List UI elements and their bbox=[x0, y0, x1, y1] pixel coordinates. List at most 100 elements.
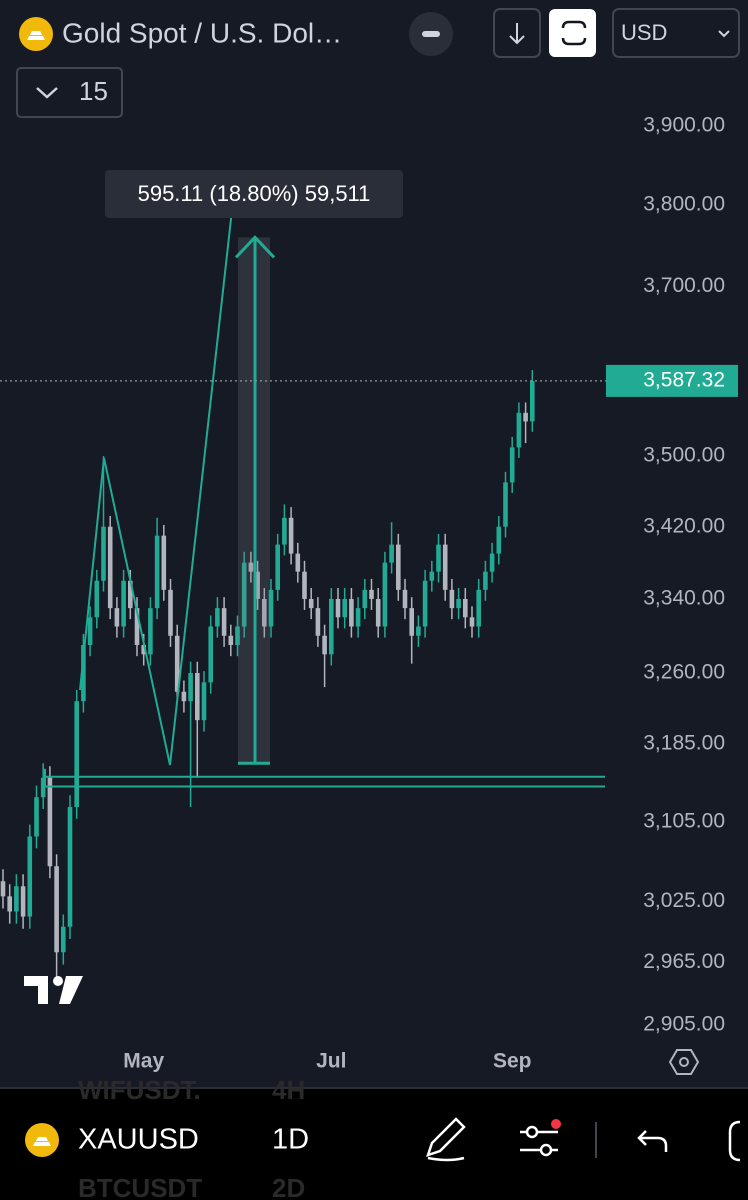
candle-body bbox=[67, 806, 73, 927]
zigzag-drawing bbox=[79, 209, 233, 766]
candle-body bbox=[107, 526, 113, 609]
candle-body bbox=[74, 701, 79, 807]
candle-body bbox=[308, 598, 314, 609]
ghost-interval: 2D bbox=[272, 1173, 305, 1200]
tradingview-logo bbox=[24, 976, 83, 1004]
currency-dropdown[interactable] bbox=[612, 8, 740, 58]
slider-knob bbox=[539, 1143, 553, 1157]
download-button[interactable] bbox=[493, 8, 541, 58]
ghost-symbol: WIFUSDT. bbox=[78, 1075, 201, 1105]
header: Gold Spot / U.S. Dol… USD 15 bbox=[16, 8, 740, 118]
chevron bbox=[36, 87, 58, 99]
symbol-title: Gold Spot / U.S. Dol… bbox=[62, 17, 342, 48]
candle-body bbox=[161, 535, 167, 590]
candle-body bbox=[275, 544, 280, 590]
draw-tool-icon[interactable] bbox=[426, 1117, 466, 1162]
candle-body bbox=[54, 866, 59, 953]
candle-body bbox=[295, 553, 301, 572]
measure-arrowhead bbox=[234, 235, 276, 259]
candle-body bbox=[496, 526, 502, 554]
indicators-icon[interactable] bbox=[520, 1119, 561, 1157]
candle-body bbox=[94, 580, 100, 618]
candle-body bbox=[0, 881, 6, 897]
candle-body bbox=[442, 544, 448, 590]
candle-body bbox=[215, 608, 220, 627]
toolbar-interval[interactable]: 1D bbox=[272, 1124, 309, 1156]
candle-body bbox=[7, 896, 12, 912]
settings-icon[interactable] bbox=[668, 1049, 700, 1075]
candle-body bbox=[141, 645, 146, 655]
candle-body bbox=[235, 626, 240, 646]
undo-icon[interactable] bbox=[637, 1130, 668, 1152]
candle-body bbox=[47, 777, 53, 867]
currency-label: USD bbox=[621, 20, 667, 45]
candle-body bbox=[174, 635, 180, 692]
interval-count: 15 bbox=[79, 76, 108, 106]
candle-body bbox=[128, 580, 133, 609]
candle-body bbox=[322, 635, 327, 655]
candle-body bbox=[121, 580, 126, 627]
candle-body bbox=[40, 777, 46, 798]
overlay: 595.11 (18.80%) 59,511 3,587.32 bbox=[0, 170, 738, 788]
candle-body bbox=[469, 617, 475, 627]
candle-body bbox=[476, 589, 481, 627]
hexagon bbox=[668, 1049, 700, 1075]
x-tick-label: May bbox=[123, 1050, 164, 1073]
candle-body bbox=[342, 598, 347, 618]
gold-bars bbox=[33, 1137, 51, 1146]
candle-body bbox=[355, 608, 361, 627]
candle-body bbox=[389, 544, 394, 563]
notification-dot bbox=[551, 1119, 561, 1129]
candle-body bbox=[262, 598, 267, 627]
last-price-label: 3,587.32 bbox=[643, 368, 725, 391]
candle-body bbox=[20, 886, 26, 917]
candle-body bbox=[489, 553, 495, 572]
candle-body bbox=[362, 589, 368, 609]
y-tick-label: 2,905.00 bbox=[643, 1013, 725, 1036]
y-tick-label: 3,260.00 bbox=[643, 661, 725, 684]
candle-body bbox=[349, 598, 354, 627]
x-tick-label: Jul bbox=[316, 1050, 346, 1073]
candle-body bbox=[241, 562, 247, 627]
ghost-interval: 4H bbox=[272, 1075, 305, 1105]
logo-part bbox=[24, 976, 48, 1004]
candle-body bbox=[34, 797, 39, 837]
interval-dropdown[interactable] bbox=[16, 67, 123, 118]
candle-body bbox=[195, 672, 200, 721]
candle-body bbox=[402, 589, 408, 609]
chevron bbox=[718, 30, 730, 38]
candle-body bbox=[429, 571, 435, 581]
slider-knob bbox=[525, 1125, 539, 1139]
logo-part bbox=[59, 976, 83, 1004]
compare-icon bbox=[561, 20, 587, 46]
candle-body bbox=[463, 598, 468, 618]
candle-body bbox=[382, 562, 388, 627]
toolbar-symbol[interactable]: XAUUSD bbox=[78, 1124, 199, 1156]
candle-body bbox=[315, 608, 321, 636]
y-tick-label: 3,025.00 bbox=[643, 889, 725, 912]
candle-body bbox=[449, 589, 455, 609]
logo-part bbox=[53, 976, 63, 986]
candle-body bbox=[101, 526, 106, 581]
candle-body bbox=[268, 589, 274, 627]
candle-body bbox=[81, 645, 86, 702]
candle-body bbox=[154, 535, 160, 609]
gold-bars bbox=[27, 31, 45, 40]
plot-area bbox=[0, 370, 535, 979]
y-tick-label: 3,105.00 bbox=[643, 809, 725, 832]
candle-body bbox=[422, 580, 428, 627]
candle-body bbox=[282, 517, 287, 545]
candle-body bbox=[396, 544, 401, 590]
y-tick-label: 3,340.00 bbox=[643, 587, 725, 610]
more-icon[interactable] bbox=[728, 1120, 741, 1162]
candle-body bbox=[516, 412, 522, 448]
y-tick-label: 3,420.00 bbox=[643, 514, 725, 537]
compare-button[interactable] bbox=[549, 9, 596, 57]
toolbar-background bbox=[0, 1088, 748, 1200]
candle-body bbox=[228, 635, 234, 646]
y-tick-label: 2,965.00 bbox=[643, 950, 725, 973]
hexagon-dot bbox=[679, 1057, 689, 1067]
candle-body bbox=[168, 589, 173, 636]
candle-body bbox=[61, 926, 66, 953]
